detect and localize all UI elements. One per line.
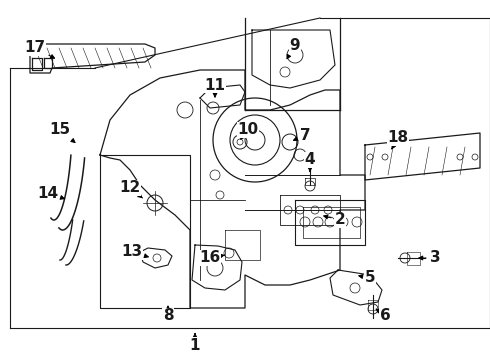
Text: 13: 13	[122, 244, 148, 260]
Text: 2: 2	[324, 212, 345, 228]
Text: 12: 12	[120, 180, 143, 198]
Text: 4: 4	[305, 153, 315, 171]
Text: 11: 11	[204, 77, 225, 97]
Text: 6: 6	[376, 307, 391, 323]
Text: 9: 9	[287, 37, 300, 59]
Text: 15: 15	[49, 122, 75, 143]
Text: 8: 8	[163, 306, 173, 324]
Text: 14: 14	[37, 185, 64, 201]
Text: 1: 1	[190, 334, 200, 352]
Text: 5: 5	[359, 270, 375, 285]
Text: 18: 18	[388, 130, 409, 149]
Text: 7: 7	[294, 127, 310, 143]
Text: 16: 16	[199, 251, 224, 266]
Text: 17: 17	[24, 40, 54, 58]
Text: 10: 10	[238, 122, 259, 139]
Text: 3: 3	[419, 251, 441, 266]
